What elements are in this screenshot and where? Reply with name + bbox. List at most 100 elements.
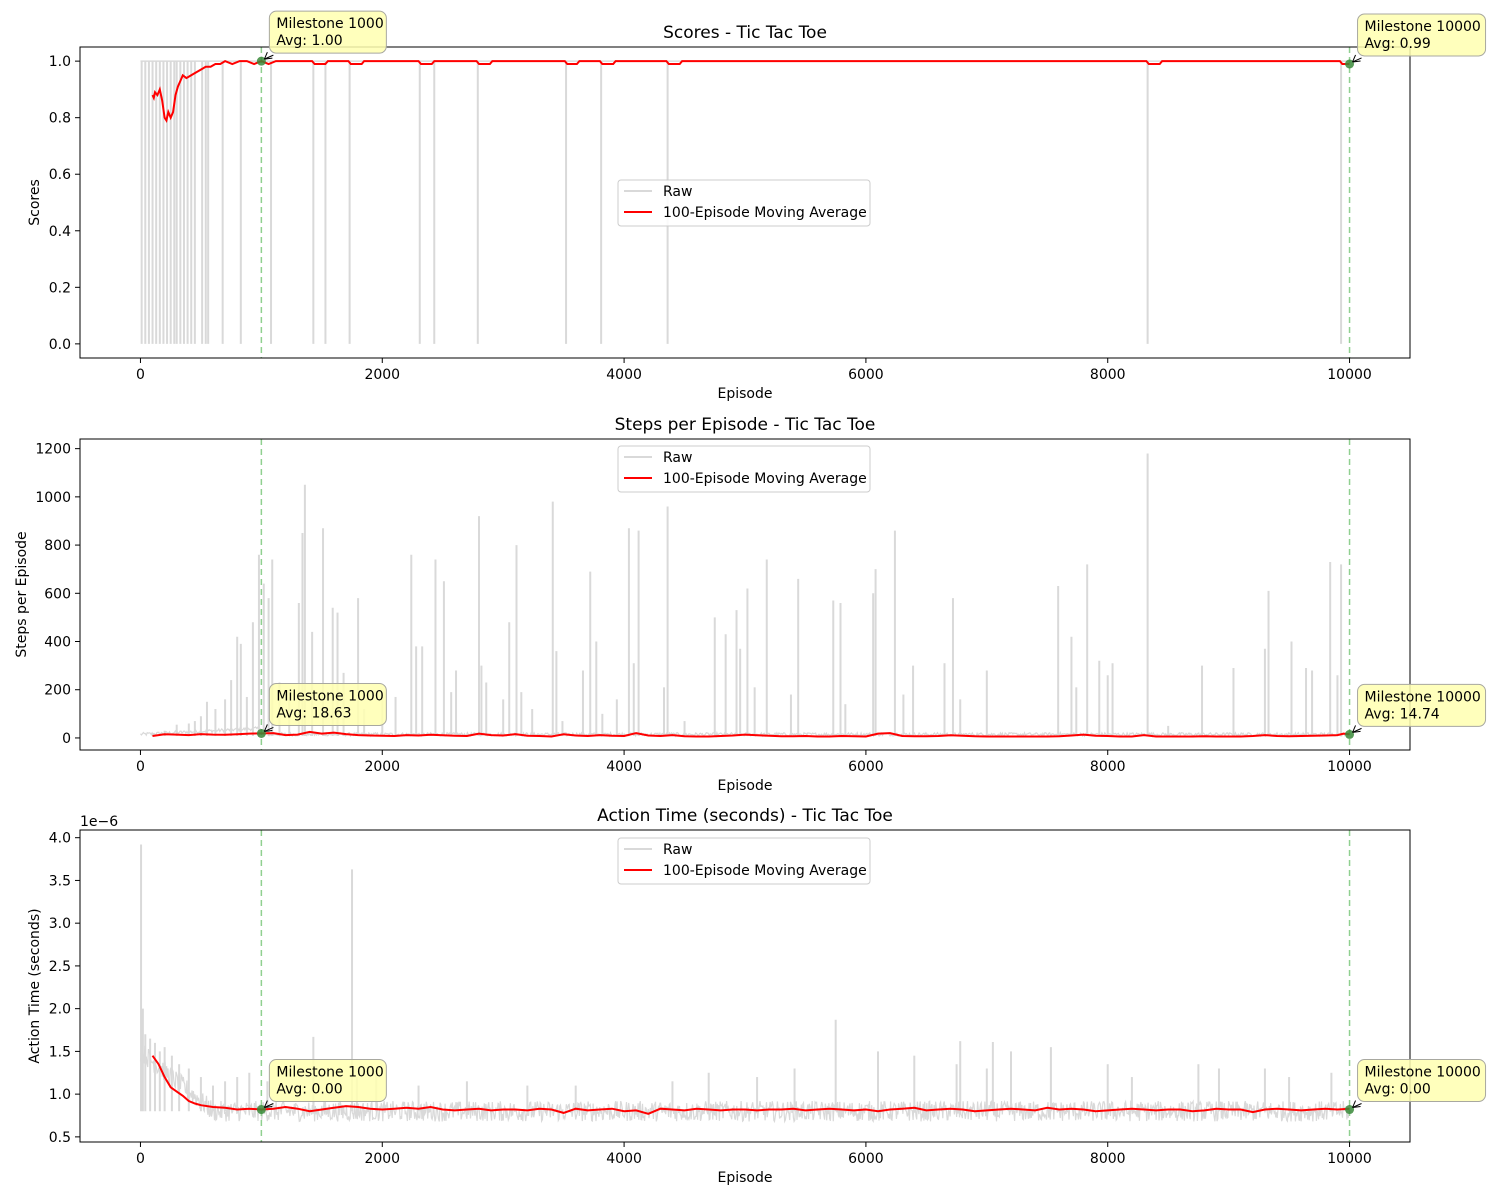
y-tick-label: 0.2 [49, 280, 71, 296]
x-tick-label: 10000 [1327, 759, 1372, 775]
steps-panel: 0 2000 4000 6000 8000 10000 0 200 400 600 800 1000 1… [14, 415, 1487, 794]
y-tick-label: 400 [44, 635, 71, 651]
x-tick-label: 2000 [364, 759, 400, 775]
y-axis-label: Steps per Episode [14, 531, 30, 657]
annotation-title: Milestone 10000 [1365, 1065, 1481, 1081]
legend-label-average: 100-Episode Moving Average [663, 205, 867, 221]
plot-inner [139, 830, 1351, 1142]
legend: Raw 100-Episode Moving Average [617, 179, 871, 227]
y-tick-label: 1.0 [49, 1087, 71, 1103]
y-axis-label: Action Time (seconds) [27, 908, 43, 1063]
legend-label-raw: Raw [663, 450, 692, 466]
annotation-box [1357, 13, 1487, 57]
x-tick-label: 8000 [1090, 1151, 1126, 1167]
annotation-box [1357, 1059, 1487, 1103]
legend-label-average: 100-Episode Moving Average [663, 863, 867, 879]
plot-inner [140, 439, 1351, 750]
chart-title: Steps per Episode - Tic Tac Toe [615, 415, 876, 435]
action_time-panel: 0 2000 4000 6000 8000 10000 0.5 1.0 1.5 2.0 2.5 3.0… [27, 806, 1487, 1186]
x-tick-label: 4000 [606, 759, 642, 775]
y-tick-label: 0.0 [49, 337, 71, 353]
legend-box [617, 445, 871, 493]
legend: Raw 100-Episode Moving Average [617, 837, 871, 885]
annotation-title: Milestone 1000 [276, 688, 383, 704]
y-tick-label: 2.5 [49, 959, 71, 975]
annotation-average: Avg: 18.63 [276, 705, 351, 721]
annotation-title: Milestone 1000 [276, 16, 383, 32]
x-tick-label: 8000 [1090, 367, 1126, 383]
plot-inner [140, 47, 1351, 358]
x-tick-label: 4000 [606, 1151, 642, 1167]
annotation-average: Avg: 1.00 [276, 33, 342, 49]
annotation-arrowhead [1352, 725, 1361, 733]
x-tick-label: 6000 [848, 759, 884, 775]
annotation-arrowhead [263, 1100, 273, 1109]
annotation-title: Milestone 10000 [1365, 689, 1481, 705]
x-axis-label: Episode [718, 1170, 773, 1186]
raw-series [139, 844, 1350, 1124]
y-tick-label: 0.4 [49, 224, 71, 240]
annotation-average: Avg: 0.00 [276, 1082, 342, 1098]
x-tick-label: 2000 [364, 1151, 400, 1167]
annotation-average: Avg: 0.99 [1365, 36, 1431, 52]
x-tick-label: 6000 [848, 367, 884, 383]
annotation-average: Avg: 0.00 [1365, 1082, 1431, 1098]
y-tick-label: 0.6 [49, 167, 71, 183]
axes-frame [79, 46, 1411, 359]
annotation-average: Avg: 14.74 [1365, 706, 1440, 722]
axis-offset-text: 1e−6 [80, 814, 118, 830]
y-tick-label: 0.5 [49, 1130, 71, 1146]
y-tick-label: 200 [44, 683, 71, 699]
x-tick-label: 6000 [848, 1151, 884, 1167]
y-tick-label: 2.0 [49, 1002, 71, 1018]
moving-average-line [151, 1055, 1350, 1115]
moving-average-line [152, 730, 1350, 738]
annotation-box [1357, 683, 1487, 727]
x-tick-label: 4000 [606, 367, 642, 383]
x-axis-label: Episode [718, 386, 773, 402]
milestone-point [1345, 729, 1355, 739]
legend-label-raw: Raw [663, 184, 692, 200]
milestone-point [1345, 59, 1355, 69]
plot-area [140, 439, 1351, 750]
y-axis-label: Scores [27, 179, 43, 226]
annotation-arrowhead [1352, 54, 1361, 63]
annotation-title: Milestone 1000 [276, 1065, 383, 1081]
axes-frame [79, 829, 1411, 1143]
x-tick-label: 0 [136, 759, 145, 775]
y-tick-label: 0 [62, 731, 71, 747]
y-tick-label: 0.8 [49, 111, 71, 127]
y-tick-label: 1200 [35, 442, 71, 458]
legend: Raw 100-Episode Moving Average [617, 445, 871, 493]
scores-panel: 0 2000 4000 6000 8000 10000 0.0 0.2 0.4 0.6 0.8 1.0… [27, 10, 1487, 402]
annotation-arrowhead [1352, 1100, 1361, 1109]
x-tick-label: 0 [136, 367, 145, 383]
y-tick-label: 3.0 [49, 916, 71, 932]
legend-label-average: 100-Episode Moving Average [663, 471, 867, 487]
axes-frame [79, 438, 1411, 751]
x-tick-label: 2000 [364, 367, 400, 383]
x-tick-label: 0 [136, 1151, 145, 1167]
annotation-arrowhead [263, 51, 273, 60]
y-tick-label: 800 [44, 538, 71, 554]
legend-box [617, 179, 871, 227]
annotation-box [268, 10, 387, 54]
annotation-box [268, 682, 387, 726]
y-tick-label: 1.0 [49, 54, 71, 70]
annotation-title: Milestone 10000 [1365, 19, 1481, 35]
milestone-point [256, 1105, 266, 1115]
raw-series [140, 60, 1350, 344]
chart-title: Action Time (seconds) - Tic Tac Toe [597, 806, 893, 826]
x-tick-label: 10000 [1327, 1151, 1372, 1167]
annotation-box [268, 1059, 387, 1103]
x-tick-label: 8000 [1090, 759, 1126, 775]
y-tick-label: 4.0 [49, 831, 71, 847]
milestone-point [256, 728, 266, 738]
x-axis-label: Episode [718, 778, 773, 794]
